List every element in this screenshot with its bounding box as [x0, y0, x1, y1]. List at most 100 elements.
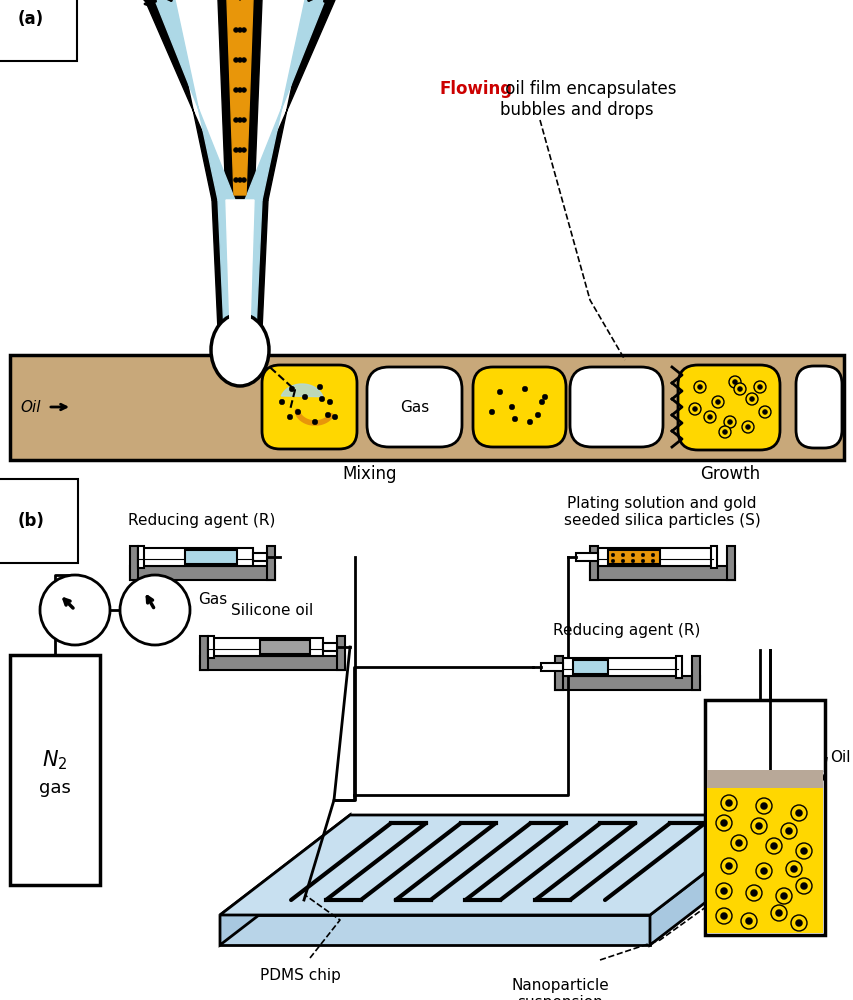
Circle shape	[233, 27, 238, 32]
Circle shape	[302, 394, 307, 400]
Bar	[138, 548, 252, 566]
Polygon shape	[649, 815, 779, 945]
Circle shape	[237, 178, 242, 182]
Circle shape	[785, 828, 792, 834]
Circle shape	[760, 867, 767, 874]
Bar	[10, 355, 843, 460]
FancyBboxPatch shape	[795, 366, 841, 448]
Bar	[554, 656, 562, 690]
Circle shape	[611, 553, 614, 557]
Text: Gas: Gas	[400, 399, 429, 414]
Circle shape	[790, 805, 806, 821]
Circle shape	[641, 553, 644, 557]
Circle shape	[233, 88, 238, 93]
Bar	[572, 660, 607, 674]
Circle shape	[758, 406, 770, 418]
Polygon shape	[218, 200, 262, 330]
Circle shape	[241, 88, 247, 93]
Circle shape	[508, 404, 514, 410]
Circle shape	[512, 416, 517, 422]
Circle shape	[740, 913, 756, 929]
Text: Reducing agent (R): Reducing agent (R)	[128, 513, 276, 528]
Circle shape	[620, 559, 624, 563]
Circle shape	[706, 414, 711, 420]
Circle shape	[715, 883, 731, 899]
FancyBboxPatch shape	[473, 367, 566, 447]
Circle shape	[332, 414, 338, 420]
Circle shape	[725, 800, 732, 806]
Circle shape	[794, 920, 802, 926]
Circle shape	[237, 147, 242, 152]
Circle shape	[526, 419, 532, 425]
Circle shape	[799, 882, 807, 890]
Circle shape	[795, 878, 811, 894]
Circle shape	[535, 412, 540, 418]
Text: (b): (b)	[18, 512, 45, 530]
Circle shape	[785, 861, 801, 877]
Polygon shape	[227, 0, 252, 195]
Circle shape	[521, 386, 527, 392]
Text: $N_2$: $N_2$	[42, 748, 67, 772]
Circle shape	[641, 559, 644, 563]
Bar	[711, 546, 717, 568]
Circle shape	[688, 403, 700, 415]
Circle shape	[692, 406, 697, 412]
Circle shape	[790, 915, 806, 931]
Circle shape	[718, 426, 730, 438]
FancyBboxPatch shape	[677, 365, 779, 450]
Polygon shape	[212, 200, 268, 330]
Circle shape	[780, 892, 786, 900]
Text: Oil: Oil	[20, 399, 40, 414]
Circle shape	[693, 381, 705, 393]
Circle shape	[762, 410, 767, 414]
Circle shape	[703, 411, 715, 423]
Circle shape	[611, 559, 614, 563]
Circle shape	[715, 908, 731, 924]
Text: Oil: Oil	[829, 750, 850, 764]
Bar	[589, 546, 597, 580]
Circle shape	[755, 863, 771, 879]
Bar	[337, 636, 345, 670]
Bar	[259, 640, 310, 654]
Circle shape	[697, 384, 702, 389]
Circle shape	[720, 888, 727, 894]
Text: Mixing: Mixing	[342, 465, 397, 483]
Circle shape	[755, 798, 771, 814]
Bar	[676, 656, 682, 678]
Circle shape	[775, 888, 791, 904]
Circle shape	[312, 419, 317, 425]
Circle shape	[741, 421, 753, 433]
Circle shape	[728, 376, 740, 388]
Circle shape	[237, 117, 242, 122]
FancyBboxPatch shape	[569, 367, 662, 447]
Circle shape	[720, 820, 727, 826]
Circle shape	[496, 389, 502, 395]
Circle shape	[241, 147, 247, 152]
Circle shape	[489, 409, 494, 415]
Circle shape	[630, 559, 634, 563]
Polygon shape	[154, 0, 235, 200]
Circle shape	[40, 575, 110, 645]
Text: Plating solution and gold
seeded silica particles (S): Plating solution and gold seeded silica …	[563, 496, 759, 528]
Bar	[138, 546, 144, 568]
Circle shape	[711, 396, 723, 408]
Circle shape	[651, 559, 654, 563]
Circle shape	[770, 905, 786, 921]
Circle shape	[750, 818, 766, 834]
Polygon shape	[218, 0, 262, 200]
Polygon shape	[247, 0, 334, 200]
Polygon shape	[220, 815, 779, 915]
Polygon shape	[145, 0, 232, 200]
Bar	[130, 566, 275, 580]
Circle shape	[745, 918, 751, 924]
Polygon shape	[220, 915, 649, 945]
Bar	[267, 546, 275, 580]
Circle shape	[241, 27, 247, 32]
Circle shape	[630, 553, 634, 557]
Polygon shape	[220, 915, 649, 945]
Text: Growth: Growth	[699, 465, 759, 483]
Circle shape	[620, 553, 624, 557]
Circle shape	[755, 822, 762, 830]
Bar	[554, 676, 699, 690]
Circle shape	[799, 848, 807, 854]
